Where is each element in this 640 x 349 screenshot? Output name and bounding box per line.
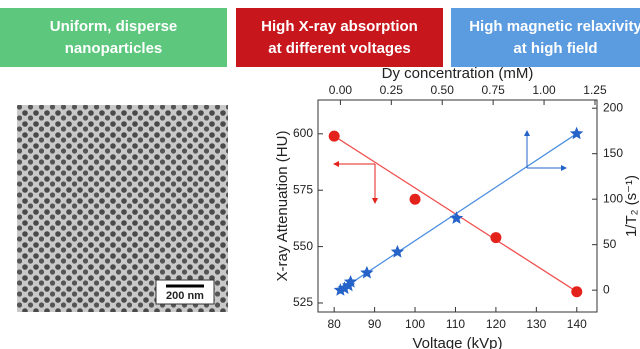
y2-tick-label: 100 bbox=[603, 191, 623, 205]
x-tick-label: 140 bbox=[567, 317, 587, 331]
x2-tick-label: 1.00 bbox=[532, 83, 556, 97]
header-box bbox=[0, 8, 227, 67]
x-tick-label: 130 bbox=[526, 317, 546, 331]
red-arrow-head2 bbox=[372, 198, 378, 204]
header-text: at high field bbox=[513, 40, 597, 57]
circle-point bbox=[410, 194, 421, 205]
y2-axis-title: 1/T₂ (s⁻¹) bbox=[623, 175, 640, 237]
y-tick-label: 600 bbox=[293, 126, 313, 140]
header-text: High magnetic relaxivity bbox=[469, 18, 640, 35]
tem-image: 200 nm bbox=[17, 105, 228, 312]
fit-line bbox=[340, 134, 576, 290]
x2-tick-label: 0.25 bbox=[380, 83, 404, 97]
x2-tick-label: 1.25 bbox=[583, 83, 607, 97]
axis-arrows bbox=[333, 130, 567, 204]
header-box bbox=[236, 8, 443, 67]
y-tick-label: 525 bbox=[293, 295, 313, 309]
y-axis-title: X-ray Attenuation (HU) bbox=[274, 131, 291, 282]
circle-point bbox=[329, 131, 340, 142]
x-axis-title: Voltage (kVp) bbox=[412, 335, 502, 349]
y-tick-label: 575 bbox=[293, 182, 313, 196]
blue-arrow-head2 bbox=[524, 130, 530, 136]
scale-label: 200 nm bbox=[166, 290, 204, 302]
header-text: Uniform, disperse bbox=[50, 18, 178, 35]
header-text: nanoparticles bbox=[65, 40, 163, 57]
x2-tick-label: 0.75 bbox=[481, 83, 505, 97]
y2-tick-label: 200 bbox=[603, 100, 623, 114]
y2-tick-label: 150 bbox=[603, 146, 623, 160]
x-tick-label: 100 bbox=[405, 317, 425, 331]
header-text: at different voltages bbox=[268, 40, 411, 57]
circle-point bbox=[490, 232, 501, 243]
star-point bbox=[360, 266, 373, 279]
blue-arrow-head bbox=[561, 165, 567, 171]
plot-frame bbox=[318, 100, 597, 312]
star-point bbox=[450, 211, 463, 224]
x-tick-label: 110 bbox=[446, 317, 465, 331]
header-text: High X-ray absorption bbox=[261, 18, 418, 35]
x2-axis-title: Dy concentration (mM) bbox=[382, 65, 534, 82]
x-tick-label: 120 bbox=[486, 317, 506, 331]
red-arrow-head bbox=[333, 161, 339, 167]
x-tick-label: 90 bbox=[368, 317, 382, 331]
header-box bbox=[451, 8, 640, 67]
y-tick-label: 550 bbox=[293, 239, 313, 253]
y2-tick-label: 0 bbox=[603, 282, 610, 296]
x-tick-label: 80 bbox=[327, 317, 341, 331]
x2-tick-label: 0.00 bbox=[329, 83, 353, 97]
y2-tick-label: 50 bbox=[603, 237, 617, 251]
circle-point bbox=[571, 286, 582, 297]
x2-tick-label: 0.50 bbox=[431, 83, 455, 97]
page: Uniform, disperse nanoparticles High X-ray… bbox=[0, 0, 640, 349]
